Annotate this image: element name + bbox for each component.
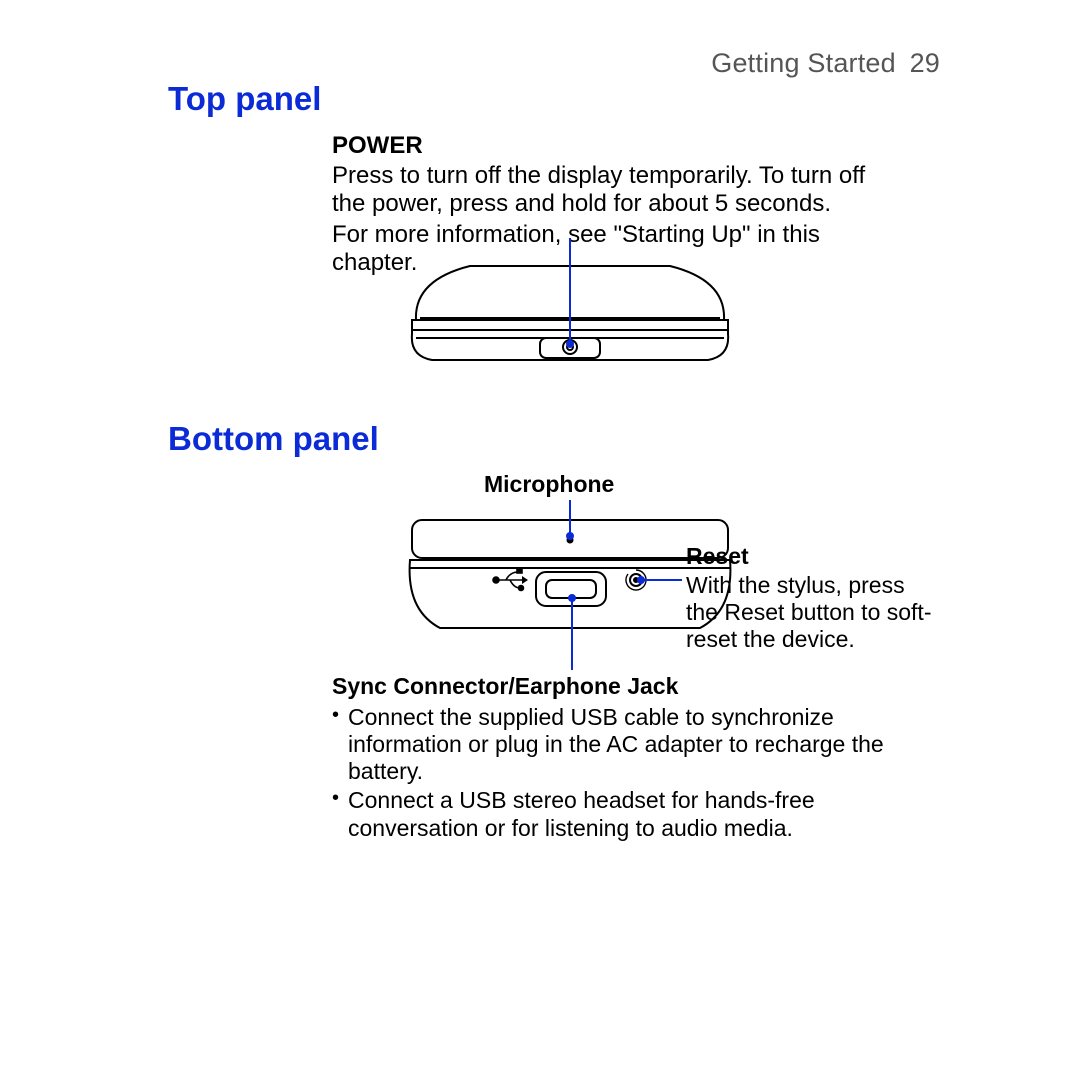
sync-bullet-1: Connect the supplied USB cable to synchr… (332, 704, 932, 785)
sync-callout-text: Sync Connector/Earphone Jack Connect the… (332, 673, 932, 844)
sync-bullet-2: Connect a USB stereo headset for hands-f… (332, 787, 932, 841)
bottom-panel-diagram (0, 0, 1080, 1080)
sync-label: Sync Connector/Earphone Jack (332, 673, 932, 700)
sync-bullets: Connect the supplied USB cable to synchr… (332, 704, 932, 842)
reset-callout-text: Reset With the stylus, press the Reset b… (686, 543, 936, 653)
manual-page: Getting Started 29 Top panel POWER Press… (0, 0, 1080, 1080)
reset-label: Reset (686, 543, 936, 570)
reset-desc: With the stylus, press the Reset button … (686, 572, 936, 653)
